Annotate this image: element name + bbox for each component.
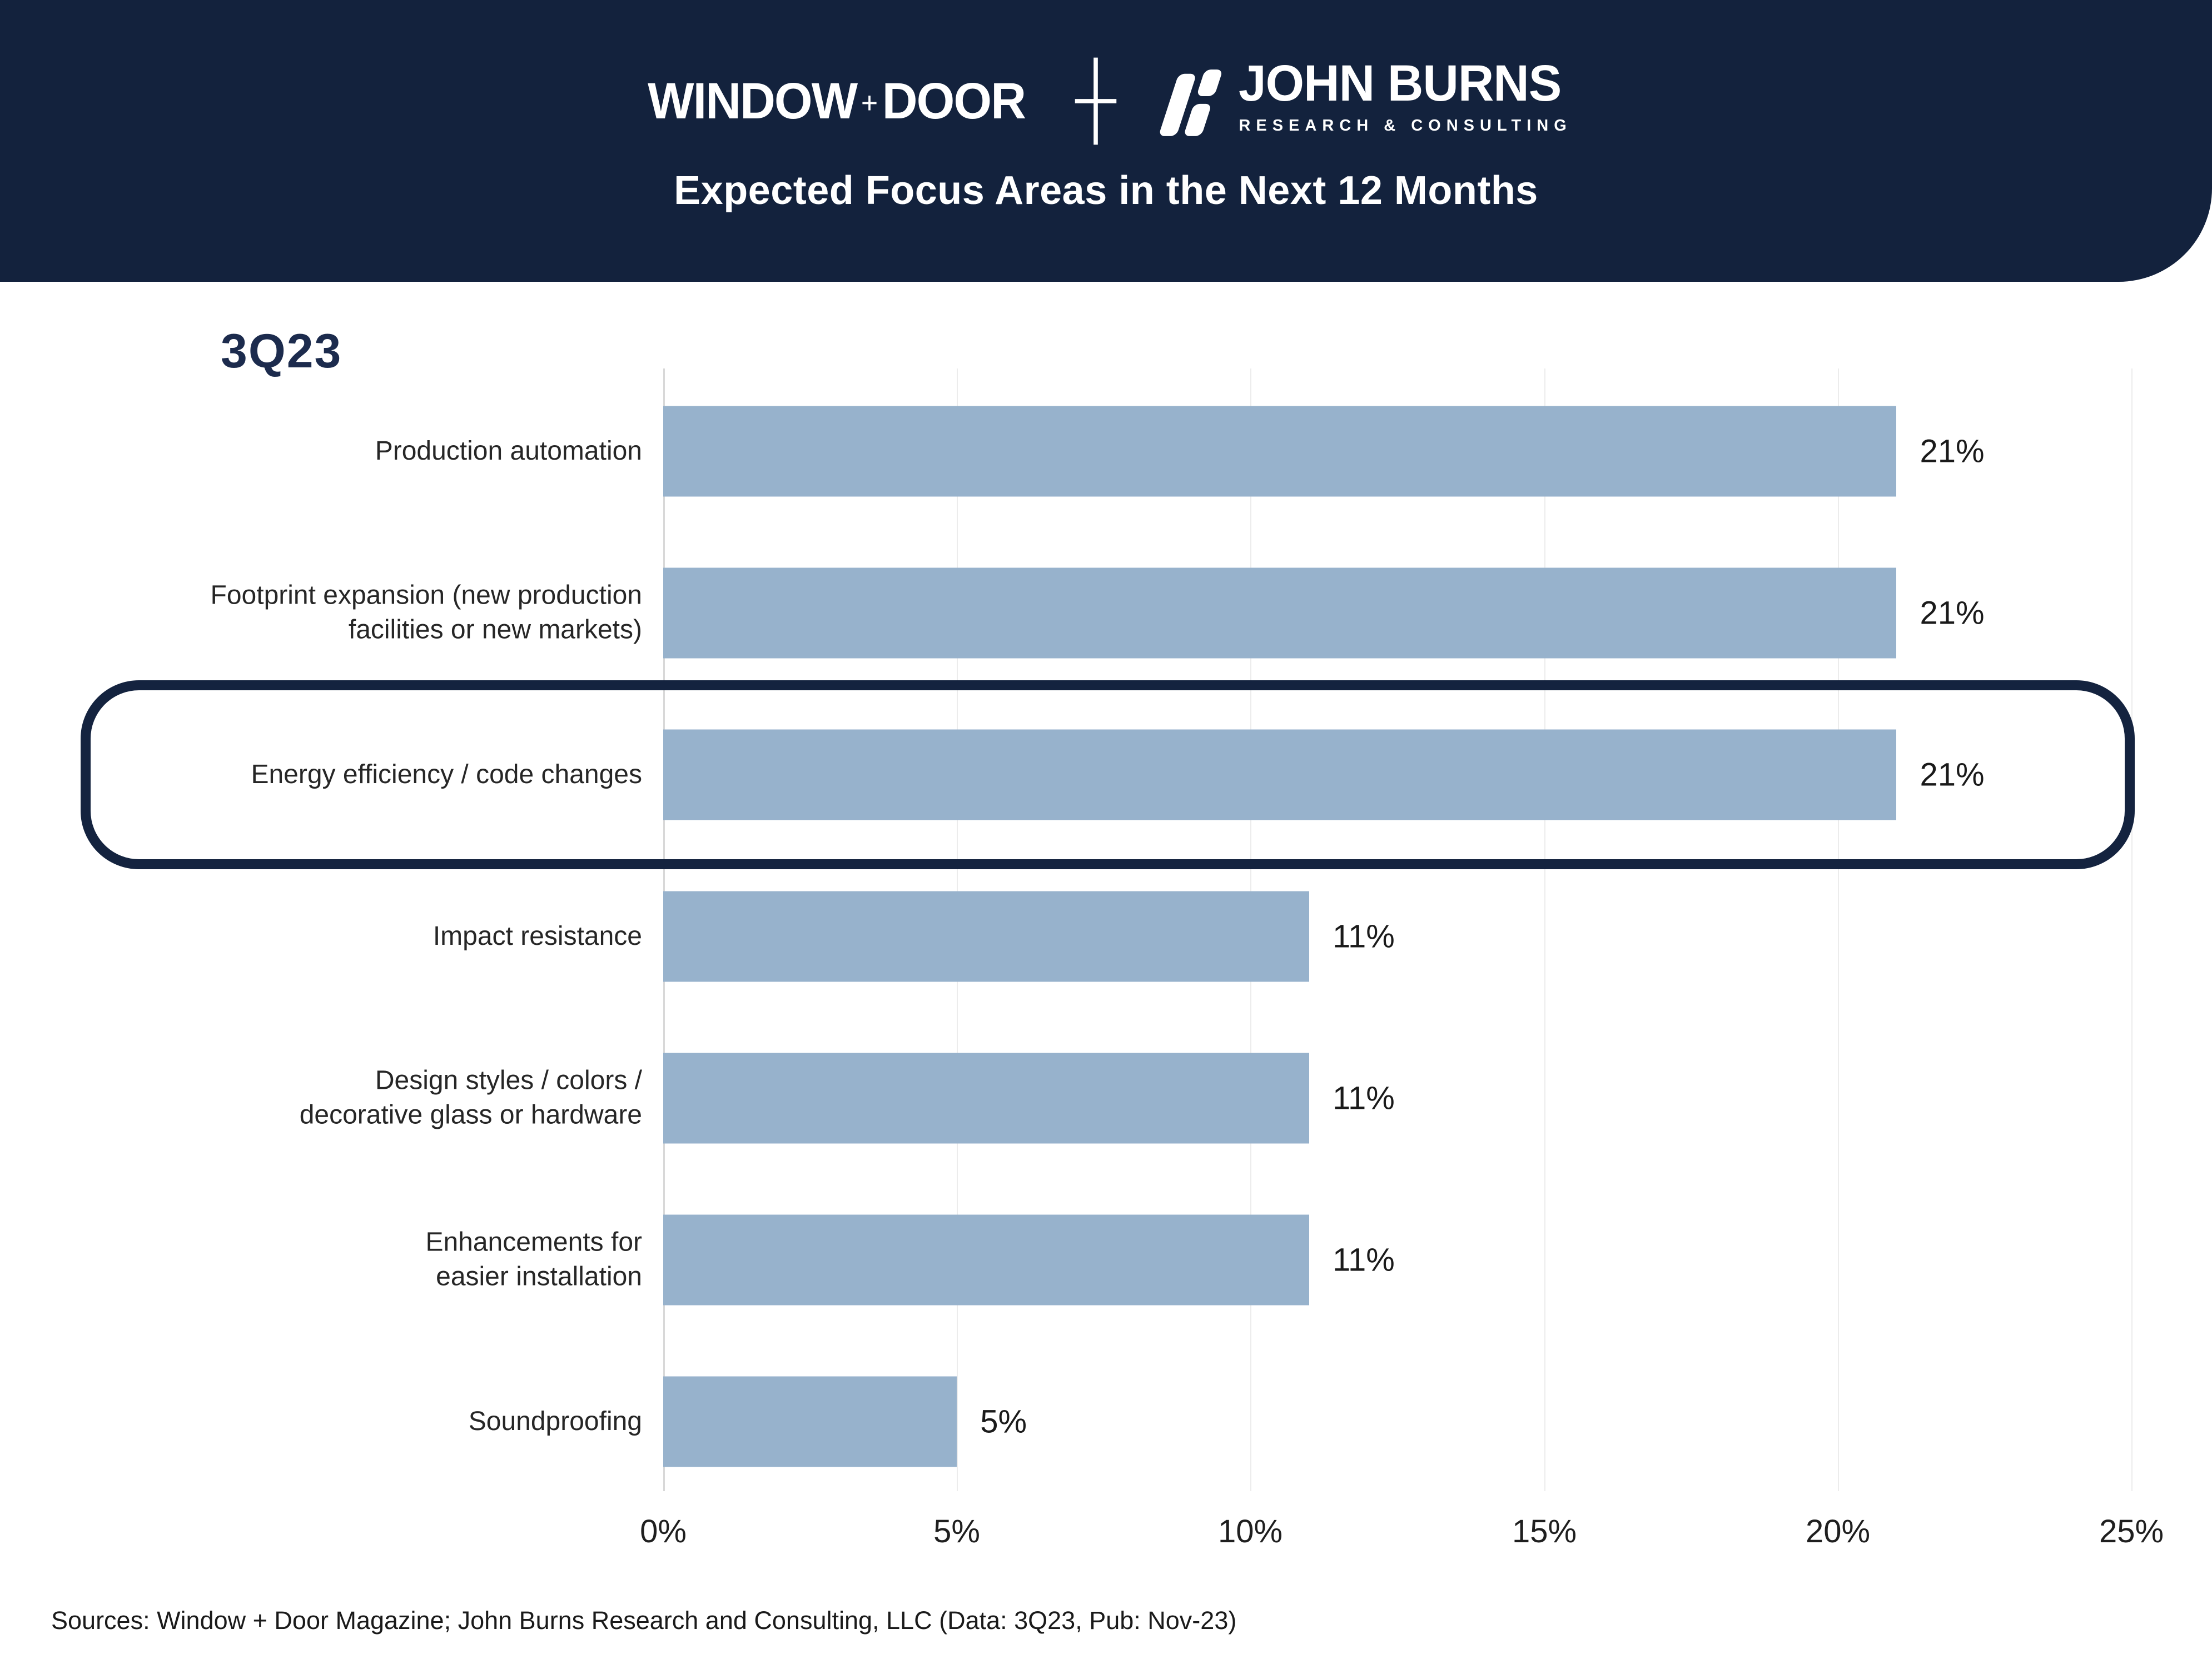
window-door-logo: WINDOW +DOOR	[648, 73, 1026, 129]
period-label: 3Q23	[221, 325, 342, 378]
plus-separator-icon	[1075, 57, 1117, 145]
category-label: Design styles / colors / decorative glas…	[299, 1065, 642, 1130]
window-door-word2: DOOR	[882, 73, 1026, 129]
bar-row-design-styles: Design styles / colors / decorative glas…	[0, 1017, 2212, 1179]
bar-row-energy-efficiency: Energy efficiency / code changes 21%	[0, 694, 2212, 855]
x-tick-label: 20%	[1805, 1513, 1871, 1550]
value-label: 21%	[1920, 595, 1985, 631]
x-tick-label: 15%	[1512, 1513, 1577, 1550]
bar	[663, 1214, 1310, 1305]
john-burns-slashes-icon	[1160, 69, 1222, 136]
category-label: Energy efficiency / code changes	[251, 759, 642, 789]
category-label: Impact resistance	[433, 921, 642, 951]
header-banner: WINDOW +DOOR JOHN BURNS RESEARCH & CONSUL…	[0, 0, 2212, 282]
category-label: Soundproofing	[468, 1406, 642, 1436]
bar	[663, 406, 1897, 496]
john-burns-tagline: RESEARCH & CONSULTING	[1239, 117, 1572, 134]
category-label: Enhancements for easier installation	[425, 1227, 642, 1292]
value-label: 21%	[1920, 756, 1985, 793]
john-burns-logo: JOHN BURNS RESEARCH & CONSULTING	[1159, 58, 1572, 145]
value-label: 5%	[980, 1403, 1027, 1439]
value-label: 11%	[1333, 1242, 1395, 1278]
x-tick-label: 0%	[640, 1513, 687, 1550]
category-label: Footprint expansion (new production faci…	[210, 580, 642, 645]
bar-row-impact-resistance: Impact resistance 11%	[0, 855, 2212, 1017]
bar	[663, 729, 1897, 820]
x-tick-label: 10%	[1217, 1513, 1283, 1550]
gridline-20pct	[1838, 368, 1839, 1491]
bar-row-footprint-expansion: Footprint expansion (new production faci…	[0, 532, 2212, 694]
x-tick-label: 25%	[2099, 1513, 2164, 1550]
bar	[663, 891, 1310, 982]
bar-row-soundproofing: Soundproofing 5%	[0, 1341, 2212, 1502]
value-label: 11%	[1333, 1080, 1395, 1116]
john-burns-name: JOHN BURNS	[1239, 55, 1562, 112]
john-burns-text: JOHN BURNS RESEARCH & CONSULTING	[1239, 58, 1572, 135]
value-label: 11%	[1333, 918, 1395, 954]
gridline-15pct	[1544, 368, 1545, 1491]
x-tick-label: 5%	[933, 1513, 980, 1550]
window-door-word1: WINDOW	[648, 73, 858, 129]
bar	[663, 1376, 957, 1467]
bar	[663, 567, 1897, 658]
category-label: Production automation	[375, 436, 642, 466]
bar	[663, 1053, 1310, 1143]
bar-row-easier-installation: Enhancements for easier installation 11%	[0, 1179, 2212, 1341]
bar-row-production-automation: Production automation 21%	[0, 370, 2212, 532]
source-note: Sources: Window + Door Magazine; John Bu…	[51, 1606, 1237, 1635]
value-label: 21%	[1920, 433, 1985, 469]
logo-row: WINDOW +DOOR JOHN BURNS RESEARCH & CONSUL…	[640, 53, 1572, 149]
page-title: Expected Focus Areas in the Next 12 Mont…	[674, 168, 1538, 213]
window-door-plus: +	[861, 86, 878, 119]
gridline-25pct	[2131, 368, 2133, 1491]
